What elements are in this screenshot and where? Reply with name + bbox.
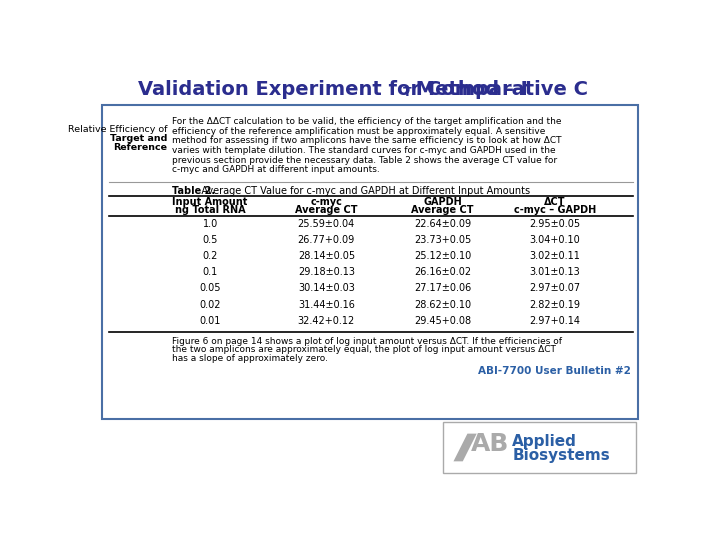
- Text: Figure 6 on page 14 shows a plot of log input amount versus ΔCT. If the efficien: Figure 6 on page 14 shows a plot of log …: [172, 336, 562, 346]
- Text: 26.77+0.09: 26.77+0.09: [298, 235, 355, 245]
- Text: Biosystems: Biosystems: [513, 448, 610, 463]
- Text: Input Amount: Input Amount: [172, 197, 248, 207]
- Text: Relative Efficiency of: Relative Efficiency of: [68, 125, 168, 134]
- Text: 25.59±0.04: 25.59±0.04: [298, 219, 355, 229]
- Polygon shape: [454, 434, 477, 461]
- Text: 0.2: 0.2: [202, 251, 218, 261]
- FancyBboxPatch shape: [102, 105, 638, 419]
- Text: 28.14±0.05: 28.14±0.05: [298, 251, 355, 261]
- Text: Average CT: Average CT: [411, 205, 474, 215]
- Text: c-myc and GAPDH at different input amounts.: c-myc and GAPDH at different input amoun…: [172, 165, 380, 174]
- FancyBboxPatch shape: [443, 422, 636, 473]
- Text: 28.62±0.10: 28.62±0.10: [414, 300, 471, 309]
- Text: previous section provide the necessary data. Table 2 shows the average CT value : previous section provide the necessary d…: [172, 156, 557, 165]
- Text: For the ΔΔCT calculation to be valid, the efficiency of the target amplification: For the ΔΔCT calculation to be valid, th…: [172, 117, 562, 126]
- Text: 0.5: 0.5: [202, 235, 218, 245]
- Text: 0.02: 0.02: [199, 300, 221, 309]
- Text: 0.05: 0.05: [199, 284, 221, 293]
- Text: 29.18±0.13: 29.18±0.13: [298, 267, 355, 278]
- Text: c-myc: c-myc: [310, 197, 342, 207]
- Text: Reference: Reference: [114, 143, 168, 152]
- Text: 2.95±0.05: 2.95±0.05: [529, 219, 580, 229]
- Text: 0.1: 0.1: [202, 267, 217, 278]
- Text: 0.01: 0.01: [199, 316, 221, 326]
- Text: 25.12±0.10: 25.12±0.10: [414, 251, 472, 261]
- Text: T: T: [403, 86, 412, 99]
- Text: 2.82±0.19: 2.82±0.19: [529, 300, 580, 309]
- Text: Average CT: Average CT: [295, 205, 358, 215]
- Text: 2.97+0.14: 2.97+0.14: [529, 316, 580, 326]
- Text: 26.16±0.02: 26.16±0.02: [414, 267, 471, 278]
- Text: 3.02±0.11: 3.02±0.11: [530, 251, 580, 261]
- Text: Average CT Value for c-myc and GAPDH at Different Input Amounts: Average CT Value for c-myc and GAPDH at …: [192, 186, 531, 195]
- Text: 30.14±0.03: 30.14±0.03: [298, 284, 355, 293]
- Text: 2.97±0.07: 2.97±0.07: [529, 284, 580, 293]
- Text: 3.04+0.10: 3.04+0.10: [530, 235, 580, 245]
- Text: Validation Experiment for Comparative C: Validation Experiment for Comparative C: [138, 80, 588, 99]
- Text: 27.17±0.06: 27.17±0.06: [414, 284, 472, 293]
- Text: GAPDH: GAPDH: [423, 197, 462, 207]
- Text: 32.42+0.12: 32.42+0.12: [298, 316, 355, 326]
- Text: 1.0: 1.0: [202, 219, 217, 229]
- Text: method for assessing if two amplicons have the same efficiency is to look at how: method for assessing if two amplicons ha…: [172, 137, 562, 145]
- Text: c-myc – GAPDH: c-myc – GAPDH: [514, 205, 596, 215]
- Text: 23.73+0.05: 23.73+0.05: [414, 235, 472, 245]
- Text: varies with template dilution. The standard curves for c-myc and GAPDH used in t: varies with template dilution. The stand…: [172, 146, 556, 155]
- Text: Target and: Target and: [110, 134, 168, 143]
- Text: ΔCT: ΔCT: [544, 197, 566, 207]
- Text: Applied: Applied: [513, 434, 577, 449]
- Text: Method - I: Method - I: [408, 80, 527, 99]
- Text: efficiency of the reference amplification must be approximately equal. A sensiti: efficiency of the reference amplificatio…: [172, 127, 546, 136]
- Text: ABI-7700 User Bulletin #2: ABI-7700 User Bulletin #2: [478, 366, 631, 376]
- Text: has a slope of approximately zero.: has a slope of approximately zero.: [172, 354, 328, 363]
- Text: ng Total RNA: ng Total RNA: [175, 205, 246, 215]
- Text: 29.45+0.08: 29.45+0.08: [414, 316, 471, 326]
- Text: the two amplicons are approximately equal, the plot of log input amount versus Δ: the two amplicons are approximately equa…: [172, 346, 556, 354]
- Text: 3.01±0.13: 3.01±0.13: [530, 267, 580, 278]
- Text: 31.44±0.16: 31.44±0.16: [298, 300, 355, 309]
- Text: AB: AB: [472, 432, 510, 456]
- Text: 22.64±0.09: 22.64±0.09: [414, 219, 471, 229]
- Text: Table 2.: Table 2.: [172, 186, 215, 195]
